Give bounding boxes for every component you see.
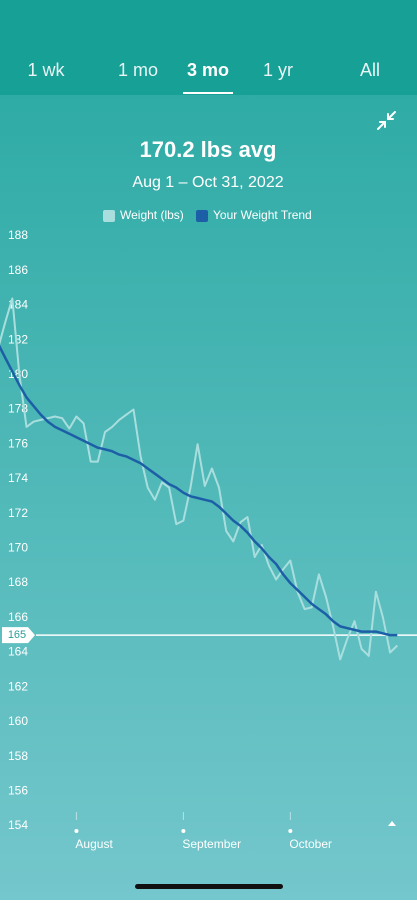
x-tick-dot	[181, 829, 186, 833]
goal-tag	[2, 627, 35, 644]
scroll-arrow[interactable]	[388, 821, 396, 826]
y-tick-label: 188	[8, 228, 28, 242]
x-tick-label: August	[75, 837, 113, 851]
y-tick-label: 162	[8, 679, 28, 693]
x-tick-label: September	[182, 837, 241, 851]
home-indicator	[135, 884, 283, 889]
y-tick-label: 160	[8, 714, 28, 728]
y-tick-label: 166	[8, 610, 28, 624]
legend-swatch	[196, 210, 208, 222]
legend-label: Your Weight Trend	[213, 208, 312, 222]
weight-line	[0, 297, 398, 661]
tab-underline	[183, 92, 233, 94]
tab[interactable]: 1 yr	[263, 60, 293, 80]
y-tick-label: 176	[8, 436, 28, 450]
trend-line	[0, 344, 398, 637]
goal-label: 165	[8, 629, 26, 641]
y-tick-label: 164	[8, 645, 28, 659]
y-tick-label: 168	[8, 575, 28, 589]
tab-bar	[0, 0, 417, 95]
x-tick-label: October	[289, 837, 332, 851]
chart-subtitle: Aug 1 – Oct 31, 2022	[132, 174, 283, 191]
y-tick-label: 158	[8, 749, 28, 763]
y-tick-label: 154	[8, 818, 28, 832]
x-tick-dot	[288, 829, 293, 833]
tab[interactable]: 3 mo	[187, 60, 229, 80]
tab[interactable]: 1 wk	[27, 60, 65, 80]
collapse-icon[interactable]	[377, 111, 396, 130]
chart-title: 170.2 lbs avg	[140, 137, 277, 162]
legend-swatch	[103, 210, 115, 222]
y-tick-label: 156	[8, 783, 28, 797]
tab[interactable]: 1 mo	[118, 60, 158, 80]
y-tick-label: 172	[8, 506, 28, 520]
y-tick-label: 174	[8, 471, 28, 485]
y-tick-label: 182	[8, 332, 28, 346]
tab[interactable]: All	[360, 60, 380, 80]
legend-label: Weight (lbs)	[120, 208, 184, 222]
x-tick-dot	[74, 829, 79, 833]
y-tick-label: 186	[8, 263, 28, 277]
y-tick-label: 170	[8, 541, 28, 555]
